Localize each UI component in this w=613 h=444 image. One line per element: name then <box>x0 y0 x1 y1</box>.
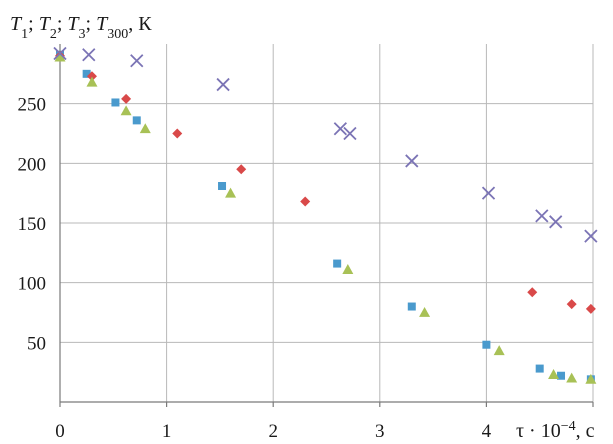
point-square <box>535 364 544 373</box>
y-tick-label: 250 <box>18 95 47 116</box>
axes <box>59 44 594 407</box>
tick-labels: 0 1 2 3 4 50 100 150 200 250 <box>18 95 492 442</box>
x-tick-label: 3 <box>375 421 385 442</box>
point-square <box>557 371 566 380</box>
x-tick-label: 1 <box>162 421 172 442</box>
point-cross <box>333 122 347 136</box>
point-cross <box>584 229 598 243</box>
point-cross <box>130 54 144 68</box>
point-cross <box>549 215 563 229</box>
y-tick-label: 150 <box>18 214 47 235</box>
grid <box>60 44 594 402</box>
point-triangle <box>342 264 354 274</box>
point-triangle <box>86 76 98 87</box>
point-cross <box>53 46 67 61</box>
point-square <box>132 116 141 125</box>
point-diamond <box>527 287 538 298</box>
point-cross <box>216 77 230 92</box>
data-points <box>53 46 598 384</box>
point-square <box>482 340 491 349</box>
y-tick-label: 50 <box>27 333 46 354</box>
point-triangle <box>120 105 132 116</box>
y-tick-label: 200 <box>18 154 47 175</box>
point-triangle <box>139 123 151 134</box>
point-cross <box>82 48 96 62</box>
point-triangle <box>493 345 505 356</box>
x-axis-title: τ · 10−4, с <box>516 419 595 443</box>
point-cross <box>481 186 496 200</box>
point-square <box>82 69 91 78</box>
point-square <box>333 259 342 268</box>
y-tick-label: 100 <box>18 274 47 295</box>
point-diamond <box>86 71 97 82</box>
point-diamond <box>585 303 596 314</box>
point-triangle <box>419 307 431 317</box>
point-square <box>218 182 227 191</box>
point-triangle <box>548 369 560 379</box>
point-triangle <box>566 372 578 383</box>
point-diamond <box>300 196 311 207</box>
point-diamond <box>121 93 132 104</box>
point-cross <box>535 209 549 223</box>
point-square <box>111 98 120 107</box>
point-diamond <box>172 128 183 139</box>
x-tick-label: 2 <box>268 421 278 442</box>
point-cross <box>343 126 357 141</box>
point-cross <box>405 154 419 168</box>
point-triangle <box>585 373 597 384</box>
x-tick-label: 4 <box>482 421 492 442</box>
point-triangle <box>225 187 237 198</box>
x-tick-label: 0 <box>55 421 65 442</box>
point-triangle <box>54 51 66 62</box>
point-diamond <box>236 164 247 175</box>
y-axis-title: T1; T2; T3; T300, К <box>10 13 152 42</box>
point-square <box>407 302 416 311</box>
point-diamond <box>566 299 577 310</box>
